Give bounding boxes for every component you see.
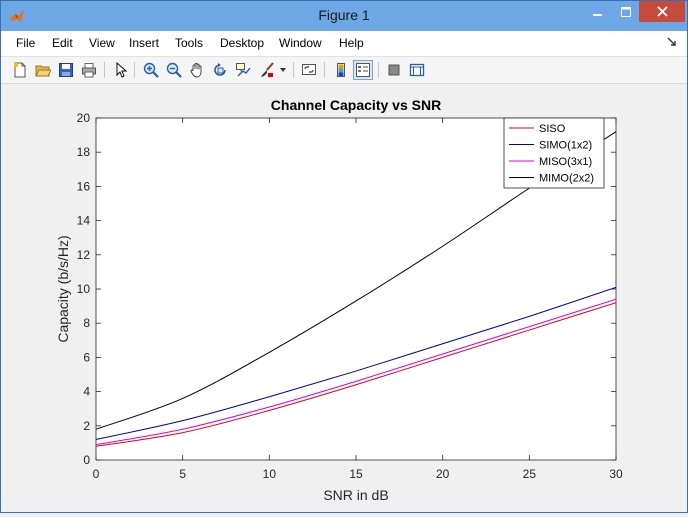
edit-plot-arrow-icon bbox=[116, 62, 128, 78]
hide-plot-tools-button[interactable] bbox=[384, 60, 404, 80]
menu-help[interactable]: Help bbox=[339, 36, 364, 50]
pan-button[interactable] bbox=[187, 60, 207, 80]
insert-colorbar-button[interactable] bbox=[331, 60, 351, 80]
toolbar-separator bbox=[134, 62, 135, 78]
dock-figure-icon[interactable] bbox=[667, 37, 677, 47]
link-plot-icon bbox=[302, 64, 316, 75]
matlab-logo-icon bbox=[10, 10, 24, 22]
brush-icon bbox=[261, 62, 274, 77]
toolbar-separator bbox=[104, 62, 105, 78]
legend-box bbox=[503, 117, 605, 189]
print-icon bbox=[82, 63, 96, 78]
brush-button[interactable] bbox=[257, 60, 277, 80]
x-tick-label: 5 bbox=[179, 467, 186, 481]
print-button[interactable] bbox=[79, 60, 99, 80]
x-axis-label: SNR in dB bbox=[323, 487, 388, 503]
new-figure-button[interactable] bbox=[10, 60, 30, 80]
figure-toolbar bbox=[1, 57, 687, 84]
y-axis: 0 2 4 6 8 10 12 14 16 18 20 bbox=[77, 111, 616, 467]
chevron-down-icon bbox=[280, 68, 286, 72]
insert-colorbar-icon bbox=[337, 63, 345, 77]
save-icon bbox=[59, 63, 73, 77]
window-title: Figure 1 bbox=[318, 7, 370, 23]
menu-tools[interactable]: Tools bbox=[175, 36, 204, 50]
menu-view[interactable]: View bbox=[89, 36, 115, 50]
legend-label-miso: MISO(3x1) bbox=[539, 156, 592, 168]
insert-legend-icon bbox=[356, 63, 370, 77]
close-button[interactable] bbox=[639, 1, 685, 22]
y-tick-label: 4 bbox=[83, 385, 90, 399]
legend-label-simo: SIMO(1x2) bbox=[539, 140, 592, 152]
series-line-simo bbox=[96, 286, 616, 440]
menu-window[interactable]: Window bbox=[279, 36, 322, 50]
maximize-button[interactable] bbox=[612, 1, 639, 23]
pan-hand-icon bbox=[190, 63, 202, 78]
zoom-out-button[interactable] bbox=[164, 60, 184, 80]
legend-label-siso: SISO bbox=[539, 123, 566, 135]
title-bar: Figure 1 bbox=[1, 1, 687, 31]
data-cursor-icon bbox=[236, 63, 251, 77]
y-tick-label: 16 bbox=[77, 179, 91, 193]
open-file-icon bbox=[35, 65, 51, 77]
zoom-out-icon bbox=[166, 62, 182, 78]
toolbar-separator bbox=[324, 62, 325, 78]
legend[interactable]: SISO SIMO(1x2) MISO(3x1) MIMO(2x2) bbox=[503, 117, 605, 189]
y-tick-label: 8 bbox=[83, 316, 90, 330]
zoom-in-button[interactable] bbox=[141, 60, 161, 80]
show-plot-tools-icon bbox=[409, 63, 425, 77]
figure-canvas[interactable]: Channel Capacity vs SNR 0 2 4 6 8 10 12 14 16 18 2… bbox=[1, 84, 687, 512]
minimize-icon bbox=[593, 14, 602, 16]
show-plot-tools-button[interactable] bbox=[407, 60, 427, 80]
y-tick-label: 20 bbox=[77, 111, 91, 125]
edit-plot-button[interactable] bbox=[111, 60, 131, 80]
series-line-miso bbox=[96, 298, 616, 446]
close-icon bbox=[656, 6, 668, 17]
rotate-3d-button[interactable] bbox=[210, 60, 230, 80]
channel-capacity-chart[interactable]: Channel Capacity vs SNR 0 2 4 6 8 10 12 14 16 18 2… bbox=[1, 84, 687, 512]
menu-insert[interactable]: Insert bbox=[129, 36, 160, 50]
chart-title: Channel Capacity vs SNR bbox=[271, 97, 441, 113]
minimize-button[interactable] bbox=[584, 1, 612, 23]
menu-bar: File Edit View Insert Tools Desktop Wind… bbox=[1, 31, 687, 57]
link-plot-button[interactable] bbox=[299, 60, 319, 80]
y-tick-label: 6 bbox=[83, 350, 90, 364]
menu-desktop[interactable]: Desktop bbox=[220, 36, 265, 50]
menu-file[interactable]: File bbox=[16, 36, 36, 50]
save-button[interactable] bbox=[56, 60, 76, 80]
brush-dropdown-button[interactable] bbox=[277, 60, 289, 80]
x-tick-label: 10 bbox=[263, 467, 277, 481]
y-tick-label: 10 bbox=[77, 282, 91, 296]
y-tick-label: 14 bbox=[77, 214, 91, 228]
menu-edit[interactable]: Edit bbox=[52, 36, 73, 50]
hide-plot-tools-icon bbox=[388, 64, 400, 76]
y-tick-label: 0 bbox=[83, 453, 90, 467]
insert-legend-button[interactable] bbox=[353, 60, 373, 80]
x-tick-label: 15 bbox=[349, 467, 363, 481]
toolbar-separator bbox=[378, 62, 379, 78]
x-tick-label: 25 bbox=[523, 467, 537, 481]
series-line-siso bbox=[96, 302, 616, 447]
data-cursor-button[interactable] bbox=[233, 60, 253, 80]
x-tick-label: 20 bbox=[436, 467, 450, 481]
maximize-icon bbox=[620, 7, 631, 17]
x-tick-label: 0 bbox=[93, 467, 100, 481]
x-tick-label: 30 bbox=[609, 467, 623, 481]
y-tick-label: 18 bbox=[77, 145, 91, 159]
legend-label-mimo: MIMO(2x2) bbox=[539, 173, 594, 185]
toolbar-separator bbox=[293, 62, 294, 78]
rotate-3d-icon bbox=[214, 63, 226, 76]
zoom-in-icon bbox=[143, 62, 159, 78]
open-file-button[interactable] bbox=[33, 60, 53, 80]
y-axis-label: Capacity (b/s/Hz) bbox=[55, 235, 71, 342]
new-figure-icon bbox=[13, 62, 26, 78]
y-tick-label: 2 bbox=[83, 419, 90, 433]
y-tick-label: 12 bbox=[77, 248, 91, 262]
